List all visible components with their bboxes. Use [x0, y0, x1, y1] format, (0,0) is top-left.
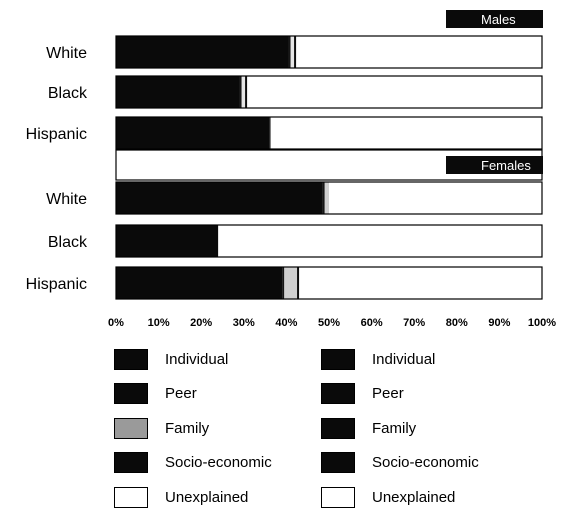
bar-males-black-peer: [239, 76, 242, 108]
bar-females-black-unexplained: [218, 225, 543, 257]
legend-swatch-males-socio-economic: [114, 452, 148, 473]
bar-females-hispanic-peer: [282, 267, 285, 299]
panel-header-females: Females: [481, 158, 531, 173]
bar-outline-females-hispanic: [115, 266, 543, 300]
bar-outline-females-black: [115, 224, 543, 258]
legend-item-males-family: Family: [114, 416, 209, 440]
bar-females-hispanic-socio-economic: [297, 267, 300, 299]
x-tick-4: 40%: [275, 317, 297, 329]
legend-swatch-females-unexplained: [321, 486, 355, 508]
x-tick-9: 90%: [488, 317, 510, 329]
category-label-males-white: White: [46, 45, 87, 62]
legend-label-males-socio-economic: Socio-economic: [165, 454, 272, 471]
panel-header-box-females: [446, 156, 543, 174]
x-tick-2: 20%: [190, 317, 212, 329]
legend-label-females-family: Family: [372, 419, 417, 437]
bar-males-hispanic-unexplained: [270, 117, 542, 149]
legend-swatch-males-family: [114, 417, 148, 439]
stacked-bar-chart: White Black Hispanic White Black Hispanic 0% 1…: [26, 10, 556, 329]
legend-label-males-unexplained: Unexplained: [165, 488, 249, 506]
bar-males-white-family: [290, 36, 295, 68]
legend-swatch-females-individual: [321, 348, 355, 370]
legend-swatch-males-unexplained: [114, 486, 148, 508]
bar-outline-males-white: [115, 35, 543, 69]
x-tick-8: 80%: [446, 317, 468, 329]
legend-item-males-unexplained: Unexplained: [114, 485, 248, 509]
legend-label-females-peer: Peer: [372, 385, 404, 402]
bar-females-hispanic-unexplained: [299, 267, 542, 299]
bar-males-white-socio-economic: [294, 36, 297, 68]
category-label-females-hispanic: Hispanic: [26, 276, 87, 293]
x-tick-6: 60%: [361, 317, 383, 329]
legend-label-females-individual: Individual: [372, 350, 436, 368]
bar-outline-males-hispanic: [115, 116, 543, 150]
bar-males-white-individual: [116, 36, 289, 68]
bar-males-white-unexplained: [296, 36, 542, 68]
legend-swatch-males-peer: [114, 383, 148, 404]
bar-males-white-peer: [288, 36, 291, 68]
bar-outline-females-white: [115, 181, 543, 215]
bar-outline-males-black: [115, 75, 543, 109]
legend: Individual Peer Family Socio-economic Unexpl…: [0, 343, 573, 509]
x-tick-5: 50%: [318, 317, 340, 329]
legend-item-males-individual: Individual: [114, 347, 228, 371]
bar-females-white-family: [324, 182, 329, 214]
legend-item-females-peer: Peer: [321, 382, 404, 406]
legend-swatch-females-peer: [321, 383, 355, 404]
bar-females-white-unexplained: [329, 182, 542, 214]
bar-females-hispanic-family: [284, 267, 298, 299]
category-label-females-white: White: [46, 191, 87, 208]
legend-item-males-socio-economic: Socio-economic: [114, 451, 272, 475]
legend-swatch-females-family: [321, 417, 355, 439]
bar-males-black-unexplained: [247, 76, 542, 108]
bar-females-black-individual: [116, 225, 219, 257]
bar-females-hispanic-individual: [116, 267, 283, 299]
legend-item-females-individual: Individual: [321, 347, 435, 371]
legend-label-females-socio-economic: Socio-economic: [372, 454, 479, 471]
category-label-females-black: Black: [48, 234, 88, 251]
bar-females-white-individual: [116, 182, 323, 214]
legend-item-females-family: Family: [321, 416, 416, 440]
x-tick-7: 70%: [403, 317, 425, 329]
bar-males-black-socio-economic: [245, 76, 248, 108]
legend-item-females-socio-economic: Socio-economic: [321, 451, 479, 475]
bar-males-black-individual: [116, 76, 240, 108]
legend-swatch-females-socio-economic: [321, 452, 355, 473]
panel-header-males: Males: [481, 12, 516, 27]
legend-item-females-unexplained: Unexplained: [321, 485, 455, 509]
legend-label-females-unexplained: Unexplained: [372, 488, 456, 506]
bar-males-black-family: [241, 76, 246, 108]
x-tick-3: 30%: [233, 317, 255, 329]
x-tick-0: 0%: [108, 317, 124, 329]
bar-males-hispanic-peer: [269, 117, 271, 149]
bar-females-white-peer: [322, 182, 325, 214]
x-tick-1: 10%: [148, 317, 170, 329]
legend-label-males-family: Family: [165, 419, 210, 437]
legend-item-males-peer: Peer: [114, 382, 197, 406]
legend-swatch-males-individual: [114, 348, 148, 370]
panel-header-box-males: [446, 10, 543, 28]
legend-label-males-individual: Individual: [165, 350, 229, 368]
x-tick-10: 100%: [528, 317, 556, 329]
category-label-males-hispanic: Hispanic: [26, 126, 87, 143]
bar-males-hispanic-individual: [116, 117, 270, 149]
category-label-males-black: Black: [48, 85, 88, 102]
legend-label-males-peer: Peer: [165, 385, 197, 402]
